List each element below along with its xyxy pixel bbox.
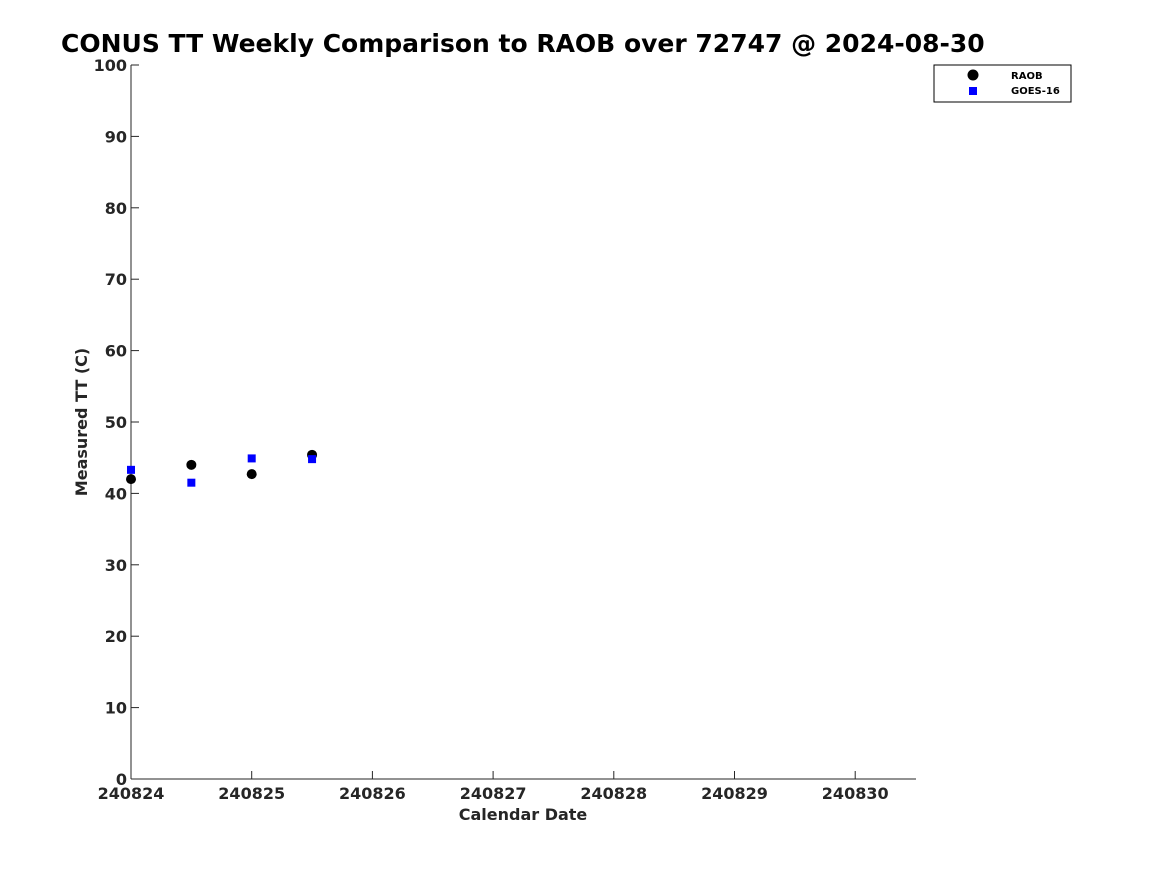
data-point-raob	[246, 469, 257, 480]
x-tick-label: 240824	[98, 784, 165, 803]
x-tick-label: 240828	[580, 784, 647, 803]
y-tick-label: 0	[116, 770, 127, 789]
y-axis-label: Measured TT (C)	[72, 348, 91, 496]
x-tick-label: 240830	[822, 784, 889, 803]
x-ticks: 240824 240825 240826 240827 240828 240829 2408…	[98, 771, 889, 803]
y-tick-label: 100	[94, 56, 127, 75]
data-point-goes16	[187, 478, 196, 487]
y-tick-label: 40	[105, 484, 127, 503]
legend-label-raob: RAOB	[1011, 71, 1043, 82]
x-axis-label: Calendar Date	[459, 805, 588, 824]
y-tick-label: 50	[105, 413, 127, 432]
y-tick-label: 70	[105, 270, 127, 289]
y-tick-label: 60	[105, 342, 127, 361]
legend-marker-raob	[967, 69, 979, 81]
legend-marker-goes16	[969, 87, 977, 95]
x-tick-label: 240829	[701, 784, 768, 803]
x-tick-label: 240826	[339, 784, 406, 803]
y-ticks: 0 10 20 30 40 50 60 70 80 90 100	[94, 56, 139, 789]
data-point-raob	[186, 459, 197, 470]
data-point-goes16	[308, 455, 317, 464]
legend: RAOB GOES-16	[933, 64, 1072, 103]
y-tick-label: 30	[105, 556, 127, 575]
y-tick-label: 90	[105, 127, 127, 146]
y-tick-label: 80	[105, 199, 127, 218]
x-tick-label: 240827	[460, 784, 527, 803]
data-point-raob	[126, 474, 136, 485]
chart-title: CONUS TT Weekly Comparison to RAOB over …	[61, 29, 985, 58]
legend-label-goes16: GOES-16	[1011, 86, 1060, 97]
data-point-goes16	[127, 465, 135, 474]
data-point-goes16	[247, 454, 256, 463]
y-tick-label: 20	[105, 627, 127, 646]
legend-box	[933, 64, 1072, 103]
y-tick-label: 10	[105, 699, 127, 718]
x-tick-label: 240825	[218, 784, 285, 803]
series-layer	[126, 449, 318, 487]
